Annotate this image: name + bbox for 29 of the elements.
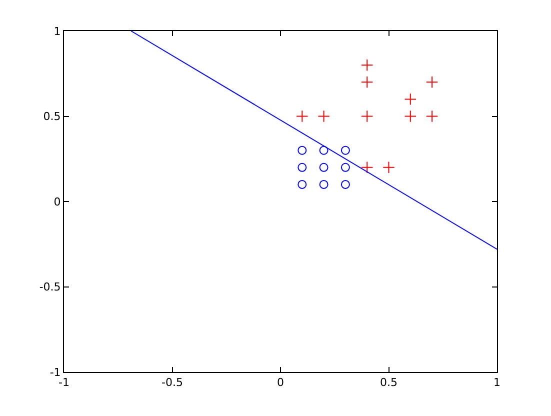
point <box>361 59 374 72</box>
point <box>361 161 374 174</box>
point <box>340 146 350 155</box>
point <box>426 110 438 122</box>
point <box>319 162 328 172</box>
x-tick-label: -0.5 <box>162 376 183 390</box>
x-tick-label: 0 <box>277 376 284 390</box>
point <box>319 146 328 155</box>
y-tick-label: -0.5 <box>39 280 61 294</box>
point <box>298 162 307 172</box>
point <box>426 76 438 88</box>
point <box>382 161 395 174</box>
point <box>404 110 416 122</box>
point <box>319 180 328 189</box>
y-tick-label: 0.5 <box>43 110 61 124</box>
point <box>340 180 350 189</box>
x-tick-label: 1 <box>494 376 500 390</box>
point <box>298 180 307 189</box>
point <box>296 110 308 122</box>
x-tick-label: 0.5 <box>380 376 398 390</box>
y-tick-label: 1 <box>54 24 61 38</box>
point <box>340 162 350 172</box>
point <box>318 110 330 122</box>
point <box>298 146 307 155</box>
point <box>404 93 416 106</box>
point <box>361 76 374 88</box>
y-tick-label: -1 <box>50 366 61 379</box>
y-tick-label: 0 <box>54 195 61 208</box>
point <box>361 110 374 122</box>
